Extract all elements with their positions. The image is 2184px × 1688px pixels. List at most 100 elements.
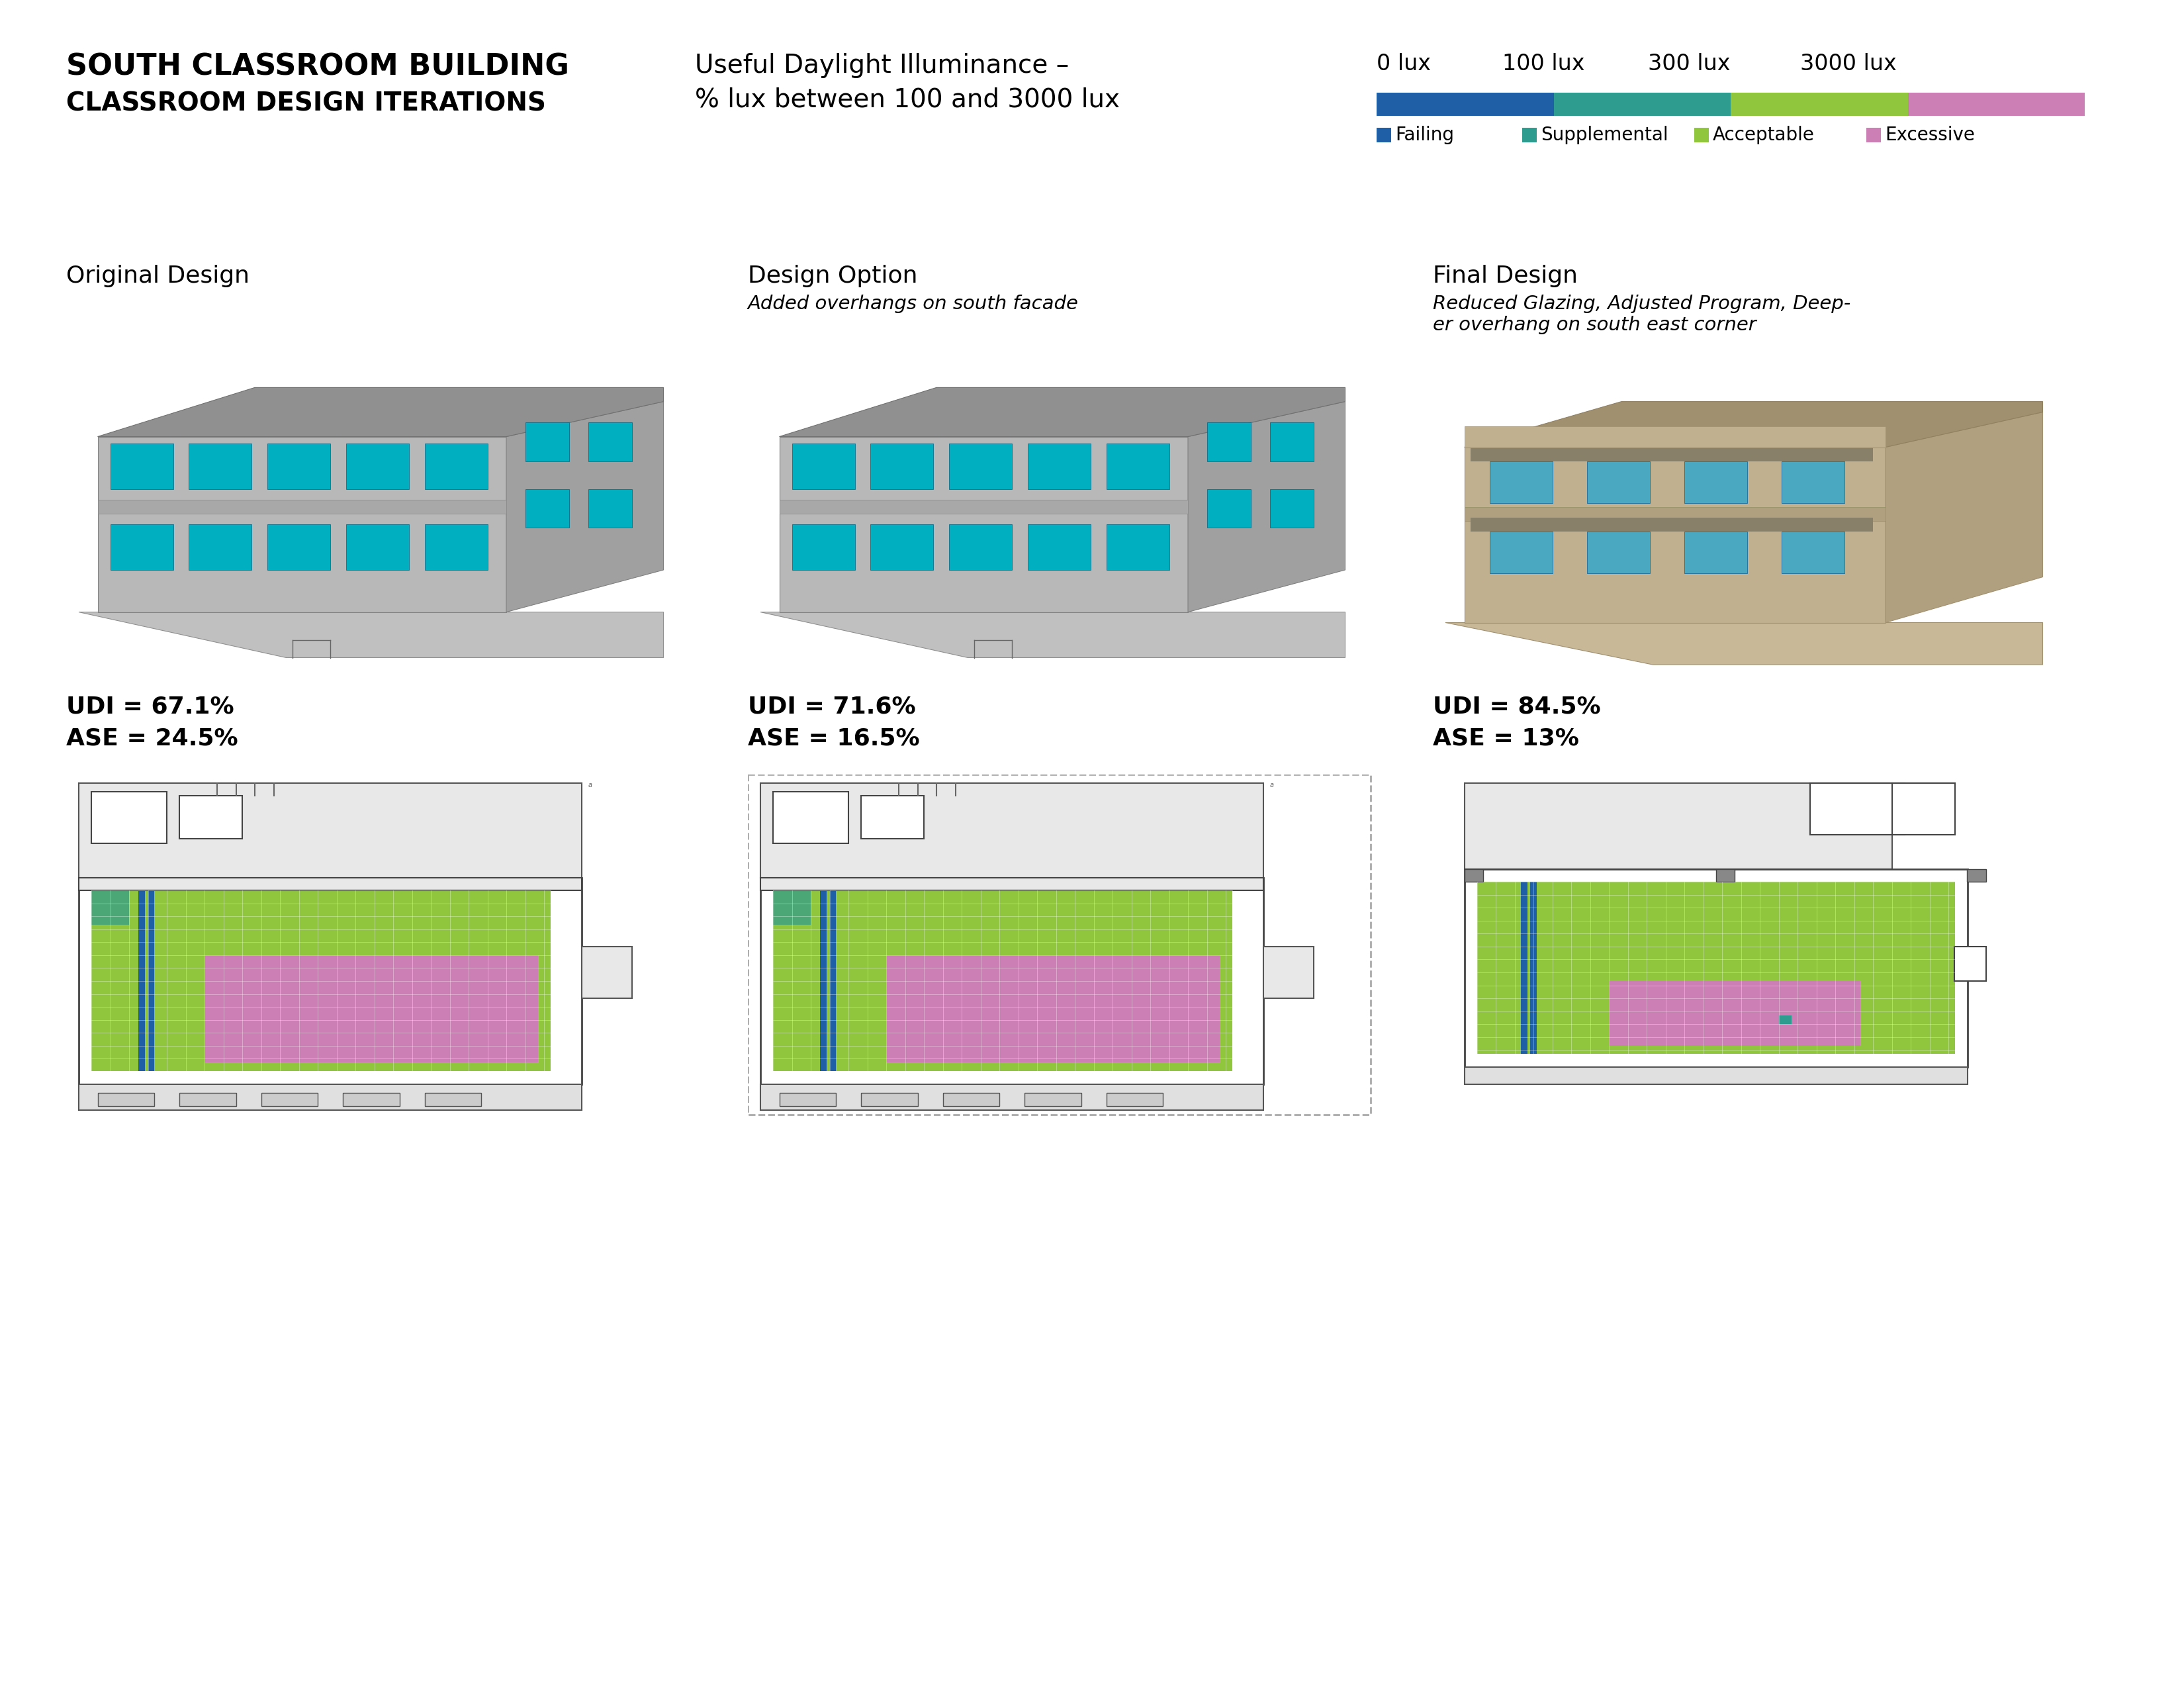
Bar bbox=[1376, 128, 1391, 142]
Bar bbox=[1024, 1092, 1081, 1106]
Bar bbox=[830, 891, 836, 1072]
Bar bbox=[1376, 93, 1553, 116]
Text: SOUTH CLASSROOM BUILDING: SOUTH CLASSROOM BUILDING bbox=[66, 52, 570, 81]
Bar bbox=[266, 444, 330, 490]
Bar bbox=[98, 500, 507, 513]
Bar bbox=[1782, 532, 1845, 574]
Bar bbox=[1968, 869, 1985, 883]
Bar bbox=[1867, 128, 1880, 142]
Bar bbox=[1029, 444, 1090, 490]
Bar bbox=[950, 444, 1011, 490]
Bar bbox=[581, 947, 631, 998]
Polygon shape bbox=[98, 437, 507, 613]
Bar bbox=[92, 891, 129, 925]
Bar bbox=[79, 783, 581, 878]
Bar bbox=[92, 891, 550, 1072]
Bar bbox=[343, 1092, 400, 1106]
Bar bbox=[1610, 981, 1861, 1045]
Bar bbox=[887, 955, 1219, 1063]
Text: Useful Daylight Illuminance –: Useful Daylight Illuminance – bbox=[695, 52, 1068, 78]
Polygon shape bbox=[1446, 623, 2042, 665]
Bar bbox=[1891, 783, 1955, 836]
Bar bbox=[793, 525, 854, 571]
Bar bbox=[524, 490, 570, 528]
Bar bbox=[1463, 425, 1885, 447]
Text: Reduced Glazing, Adjusted Program, Deep-
er overhang on south east corner: Reduced Glazing, Adjusted Program, Deep-… bbox=[1433, 295, 1850, 334]
Bar bbox=[1463, 506, 1885, 522]
Text: Supplemental: Supplemental bbox=[1540, 127, 1669, 143]
Polygon shape bbox=[98, 388, 664, 437]
Text: 300 lux: 300 lux bbox=[1649, 52, 1730, 74]
Polygon shape bbox=[1188, 402, 1345, 613]
Text: 100 lux: 100 lux bbox=[1503, 52, 1586, 74]
Bar bbox=[179, 797, 242, 839]
Bar bbox=[524, 422, 570, 461]
Polygon shape bbox=[1463, 402, 2042, 447]
Bar bbox=[98, 1092, 155, 1106]
Text: CLASSROOM DESIGN ITERATIONS: CLASSROOM DESIGN ITERATIONS bbox=[66, 91, 546, 116]
Text: % lux between 100 and 3000 lux: % lux between 100 and 3000 lux bbox=[695, 88, 1120, 113]
Bar bbox=[871, 525, 933, 571]
Bar bbox=[950, 525, 1011, 571]
Bar bbox=[266, 525, 330, 571]
Bar bbox=[1717, 869, 1734, 883]
Bar bbox=[871, 444, 933, 490]
Bar bbox=[860, 1092, 917, 1106]
Bar bbox=[205, 955, 537, 1063]
Bar bbox=[760, 878, 1262, 1084]
Bar bbox=[1811, 783, 1904, 836]
Polygon shape bbox=[1885, 412, 2042, 623]
Bar bbox=[1684, 461, 1747, 503]
Bar bbox=[760, 1084, 1262, 1111]
Bar bbox=[1107, 444, 1168, 490]
Bar bbox=[760, 878, 1262, 891]
Text: a: a bbox=[587, 782, 592, 788]
Bar bbox=[424, 444, 487, 490]
Bar bbox=[1730, 93, 1907, 116]
Text: a: a bbox=[1269, 782, 1273, 788]
Polygon shape bbox=[780, 437, 1188, 613]
Bar bbox=[1470, 517, 1874, 532]
Polygon shape bbox=[760, 613, 1345, 658]
Bar bbox=[1463, 869, 1968, 1067]
Text: UDI = 71.6%: UDI = 71.6% bbox=[747, 695, 915, 717]
Bar bbox=[1262, 947, 1315, 998]
Bar bbox=[1269, 422, 1315, 461]
Bar bbox=[780, 500, 1188, 513]
Bar bbox=[760, 783, 1262, 878]
Bar bbox=[1107, 525, 1168, 571]
Bar bbox=[345, 444, 408, 490]
Bar bbox=[1208, 490, 1251, 528]
Polygon shape bbox=[1463, 447, 1885, 623]
Bar bbox=[1476, 883, 1955, 1055]
Text: Design Option: Design Option bbox=[747, 265, 917, 287]
Bar bbox=[79, 1084, 581, 1111]
Bar bbox=[1208, 422, 1251, 461]
Text: Final Design: Final Design bbox=[1433, 265, 1577, 287]
Bar bbox=[1522, 128, 1538, 142]
Bar bbox=[79, 878, 581, 891]
Bar bbox=[773, 891, 1232, 1072]
Bar bbox=[1684, 532, 1747, 574]
Text: UDI = 67.1%: UDI = 67.1% bbox=[66, 695, 234, 717]
Text: Added overhangs on south facade: Added overhangs on south facade bbox=[747, 295, 1079, 312]
Bar bbox=[821, 891, 826, 1072]
Bar bbox=[1029, 525, 1090, 571]
Bar bbox=[1463, 783, 1891, 869]
Text: Excessive: Excessive bbox=[1885, 127, 1974, 143]
Bar bbox=[149, 891, 155, 1072]
Text: ASE = 24.5%: ASE = 24.5% bbox=[66, 728, 238, 749]
Bar bbox=[773, 792, 847, 844]
Bar bbox=[943, 1092, 1000, 1106]
Bar bbox=[1463, 869, 1483, 883]
Bar bbox=[1463, 1067, 1968, 1084]
Bar bbox=[345, 525, 408, 571]
Bar bbox=[179, 1092, 236, 1106]
Bar bbox=[188, 525, 251, 571]
Bar bbox=[1107, 1092, 1162, 1106]
Bar bbox=[1520, 883, 1527, 1055]
Text: 3000 lux: 3000 lux bbox=[1800, 52, 1896, 74]
Text: 0 lux: 0 lux bbox=[1376, 52, 1431, 74]
Bar bbox=[860, 797, 924, 839]
Polygon shape bbox=[79, 613, 664, 658]
